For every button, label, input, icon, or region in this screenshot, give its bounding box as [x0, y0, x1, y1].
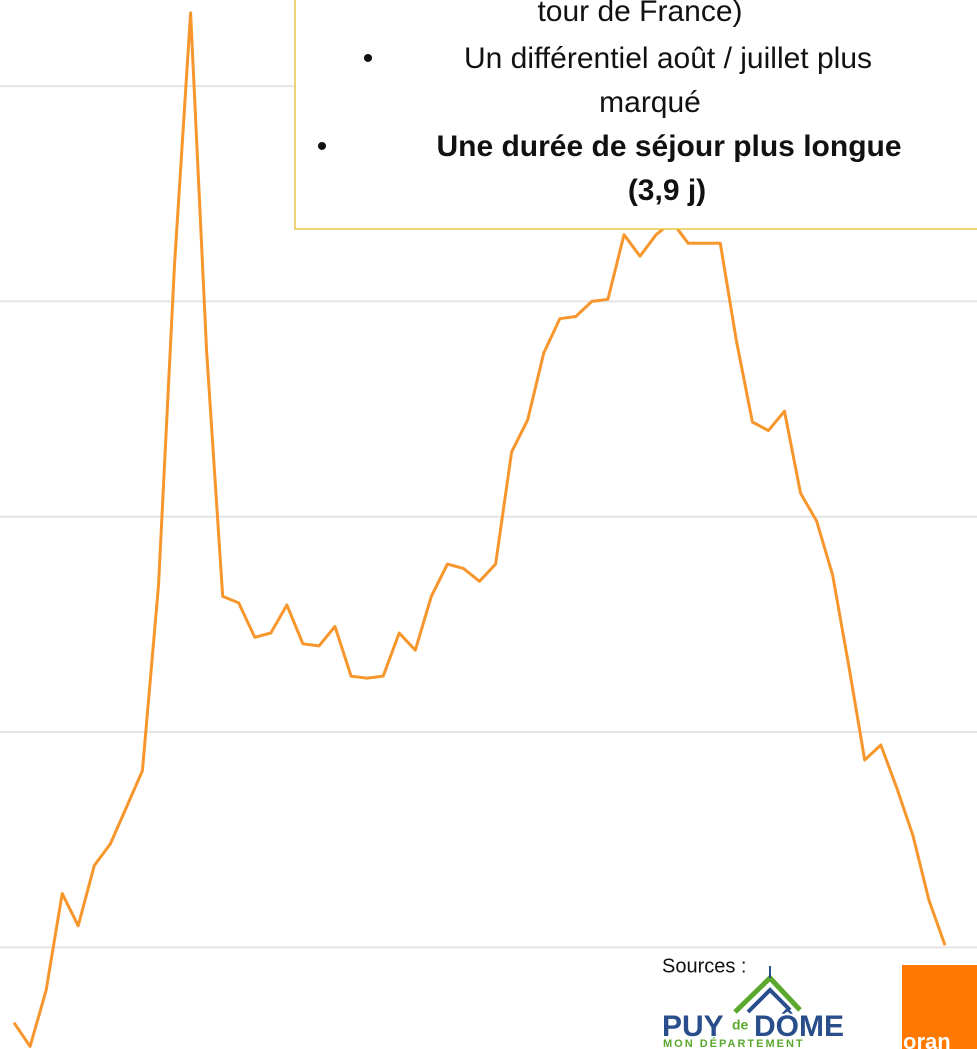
box-line: marqué — [599, 86, 701, 119]
orange-label: oran — [903, 1029, 951, 1049]
sources: Sources : — [662, 955, 746, 977]
logo-text: DÔME — [754, 1009, 844, 1043]
box-line: Une durée de séjour plus longue — [436, 130, 901, 163]
box-line: (3,9 j) — [628, 174, 706, 207]
box-line: tour de France) — [537, 0, 742, 28]
logo-mountain — [746, 987, 792, 1014]
bullet: • — [363, 42, 374, 75]
orange-block — [902, 965, 977, 1049]
box-line: Un différentiel août / juillet plus — [464, 42, 872, 75]
logo-subtitle: MON DÉPARTEMENT — [663, 1037, 805, 1049]
text-box — [294, 0, 977, 230]
logo: PUY de DÔME MON DÉPARTEMENT — [662, 966, 844, 1049]
logo-text: de — [732, 1017, 749, 1033]
bullet: • — [317, 130, 328, 163]
data-line — [12, 11, 947, 1048]
logo-text: PUY — [662, 1010, 724, 1043]
overlay: tour de France) • Un différentiel août /… — [294, 0, 977, 1049]
